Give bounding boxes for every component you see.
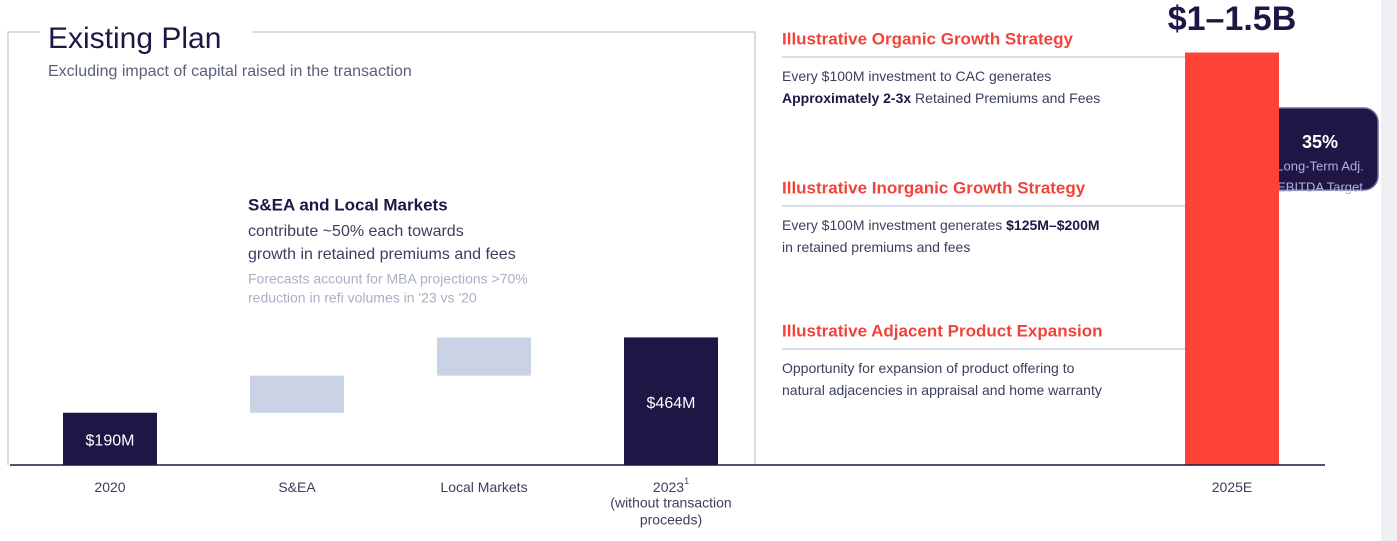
category: 2023 [653,479,684,495]
strategy-title: Illustrative Adjacent Product Expansion [782,321,1103,340]
bar [437,337,531,376]
category: S&EA [278,479,316,495]
strategy-line: Approximately 2-3x Retained Premiums and… [782,90,1100,106]
strategy-text: Retained Premiums and Fees [911,90,1100,106]
annotation-note: reduction in refi volumes in '23 vs '20 [248,290,477,306]
strategy-bold: $125M–$200M [1006,217,1099,233]
chart-title: Existing Plan [48,22,221,55]
strategy-line: natural adjacencies in appraisal and hom… [782,382,1102,398]
strategy-text: Every $100M investment to CAC generates [782,68,1051,84]
x-tick-label: 20231 [653,476,689,494]
plan-frame [7,31,756,465]
bar [250,375,344,413]
category-note: proceeds) [640,512,702,528]
bar [63,412,157,465]
annotation-title: S&EA and Local Markets [248,195,448,214]
strategy-text: Every $100M investment generates [782,217,1006,233]
badge-line: EBITDA Target [1277,179,1363,194]
strategy-bold: Approximately 2-3x [782,90,911,106]
strategy-line: Every $100M investment generates $125M–$… [782,217,1100,233]
category-note: (without transaction [610,495,731,511]
badge-value: 35% [1302,132,1338,152]
x-tick-label: 2020 [94,479,125,495]
x-tick-label: 2025E [1212,479,1252,495]
value-label: $464M [647,395,696,412]
badge-line: Long-Term Adj. [1276,158,1363,173]
scrollbar [1381,0,1397,541]
strategy-text: in retained premiums and fees [782,239,970,255]
annotation-note: Forecasts account for MBA projections >7… [248,271,528,287]
strategy-line: Every $100M investment to CAC generates [782,68,1051,84]
strategy-line: in retained premiums and fees [782,239,970,255]
strategy-text: natural adjacencies in appraisal and hom… [782,382,1102,398]
bar [1185,52,1279,465]
strategy-text: Opportunity for expansion of product off… [782,360,1075,376]
category: 2020 [94,479,125,495]
bar [624,337,718,465]
footnote-mark: 1 [684,476,689,486]
annotation-line: contribute ~50% each towards [248,223,464,240]
category: 2025E [1212,479,1252,495]
headline: $1–1.5B [1168,0,1297,38]
strategy-line: Opportunity for expansion of product off… [782,360,1075,376]
strategy-title: Illustrative Inorganic Growth Strategy [782,178,1086,197]
chart-subtitle: Excluding impact of capital raised in th… [48,63,412,80]
strategy-title: Illustrative Organic Growth Strategy [782,29,1074,48]
x-tick-label: Local Markets [440,479,527,495]
annotation-line: growth in retained premiums and fees [248,246,516,263]
value-label: $190M [86,433,135,450]
category: Local Markets [440,479,527,495]
x-tick-label: S&EA [278,479,316,495]
